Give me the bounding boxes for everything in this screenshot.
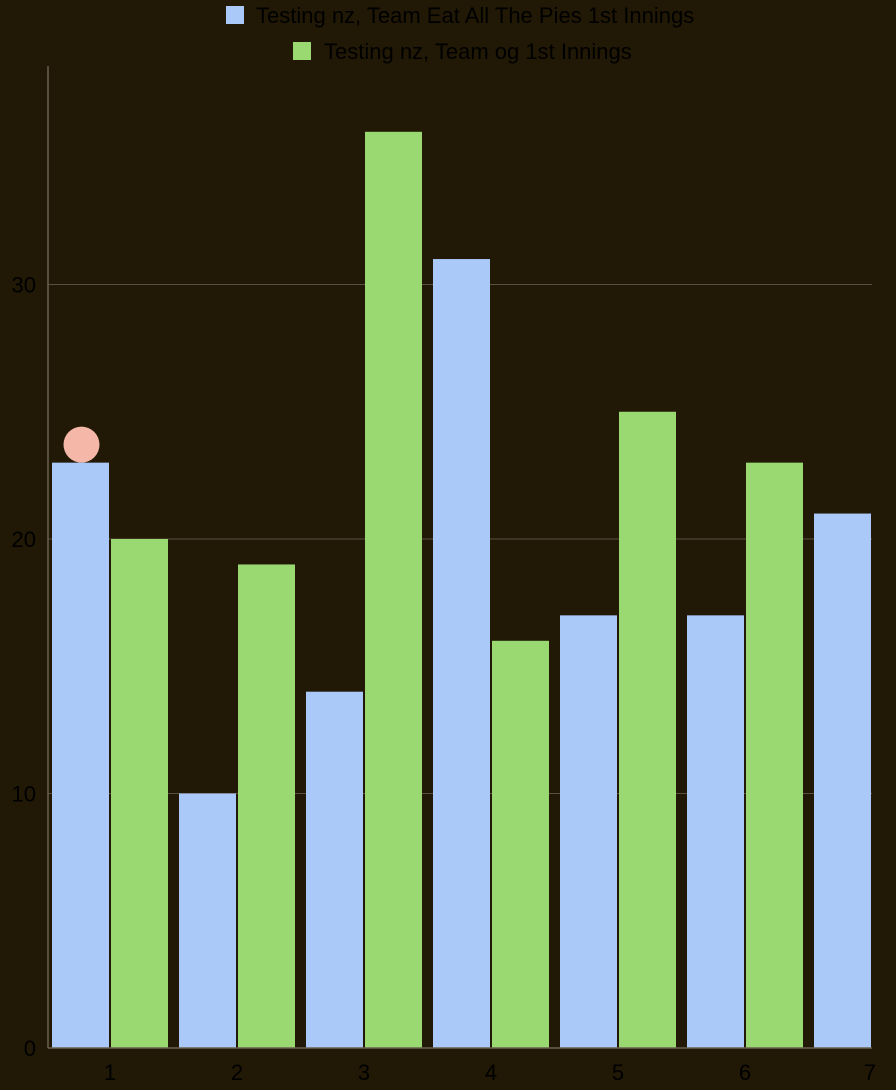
x-tick-label: 2 — [231, 1060, 243, 1085]
bar-series-1-x-7[interactable] — [814, 513, 871, 1048]
x-tick-label: 7 — [864, 1060, 876, 1085]
bar-series-2-x-2[interactable] — [238, 564, 295, 1048]
legend-swatch-series-2[interactable] — [293, 42, 311, 60]
x-tick-label: 6 — [739, 1060, 751, 1085]
legend-swatch-series-1[interactable] — [226, 6, 244, 24]
x-tick-label: 4 — [485, 1060, 497, 1085]
y-tick-label: 10 — [12, 782, 36, 807]
bar-series-2-x-6[interactable] — [746, 462, 803, 1048]
bar-series-1-x-6[interactable] — [687, 615, 744, 1048]
legend-label-series-1[interactable]: Testing nz, Team Eat All The Pies 1st In… — [256, 3, 694, 28]
bar-series-1-x-2[interactable] — [179, 793, 236, 1049]
bar-series-2-x-3[interactable] — [365, 131, 422, 1049]
x-tick-label: 1 — [104, 1060, 116, 1085]
highlight-marker[interactable] — [63, 426, 100, 463]
bar-series-1-x-4[interactable] — [433, 259, 490, 1048]
y-tick-label: 0 — [24, 1036, 36, 1061]
bar-series-1-x-3[interactable] — [306, 691, 363, 1048]
bar-series-2-x-5[interactable] — [619, 411, 676, 1048]
bar-series-2-x-4[interactable] — [492, 640, 549, 1048]
y-tick-label: 20 — [12, 527, 36, 552]
legend-label-series-2[interactable]: Testing nz, Team og 1st Innings — [324, 39, 632, 64]
bar-series-2-x-1[interactable] — [111, 539, 168, 1048]
y-tick-label: 30 — [12, 273, 36, 298]
x-tick-label: 3 — [358, 1060, 370, 1085]
bar-series-1-x-1[interactable] — [52, 462, 109, 1048]
x-tick-label: 5 — [612, 1060, 624, 1085]
bar-series-1-x-5[interactable] — [560, 615, 617, 1048]
